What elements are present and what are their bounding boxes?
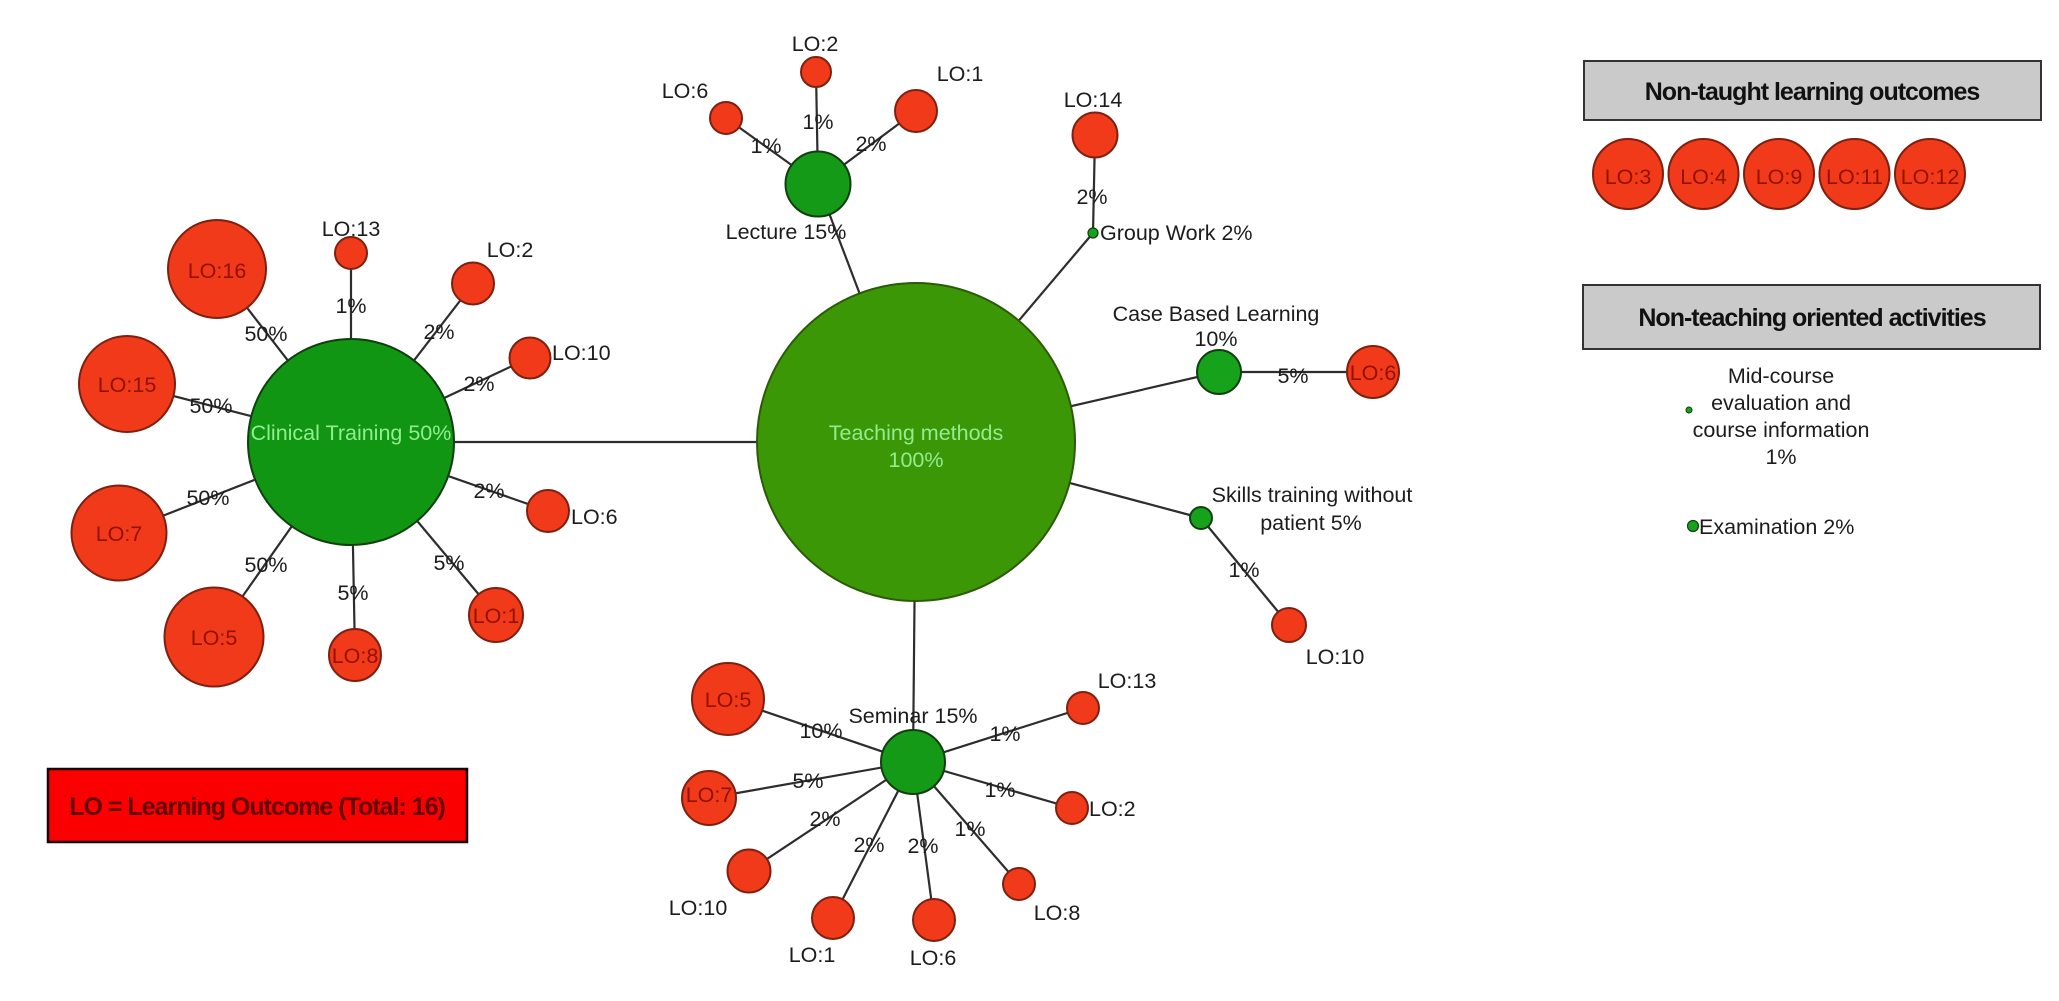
- svg-text:50%: 50%: [186, 486, 229, 510]
- svg-text:LO:4: LO:4: [1680, 165, 1727, 189]
- svg-text:LO:8: LO:8: [1034, 901, 1081, 925]
- svg-text:50%: 50%: [244, 322, 287, 346]
- svg-text:Non-taught learning outcomes: Non-taught learning outcomes: [1645, 78, 1980, 106]
- svg-text:LO:6: LO:6: [662, 79, 709, 103]
- svg-text:LO:5: LO:5: [705, 688, 752, 712]
- svg-text:2%: 2%: [473, 479, 504, 503]
- svg-text:5%: 5%: [337, 581, 368, 605]
- svg-text:LO:8: LO:8: [332, 644, 379, 668]
- svg-text:LO:13: LO:13: [322, 217, 381, 241]
- svg-text:2%: 2%: [809, 807, 840, 831]
- svg-text:1%: 1%: [984, 778, 1015, 802]
- svg-text:LO:14: LO:14: [1064, 88, 1123, 112]
- svg-text:LO:6: LO:6: [571, 505, 618, 529]
- svg-text:Clinical Training 50%: Clinical Training 50%: [251, 421, 452, 445]
- svg-text:Seminar 15%: Seminar 15%: [848, 704, 977, 728]
- svg-text:1%: 1%: [1228, 558, 1259, 582]
- svg-text:Teaching methods: Teaching methods: [829, 421, 1004, 445]
- svg-text:Skills training without: Skills training without: [1212, 483, 1413, 507]
- svg-text:2%: 2%: [853, 833, 884, 857]
- svg-text:2%: 2%: [463, 372, 494, 396]
- svg-text:LO:9: LO:9: [1756, 165, 1803, 189]
- svg-text:LO:6: LO:6: [1350, 361, 1397, 385]
- svg-text:LO:12: LO:12: [1901, 165, 1960, 189]
- svg-text:LO:2: LO:2: [792, 32, 839, 56]
- svg-text:10%: 10%: [799, 719, 842, 743]
- svg-text:LO:1: LO:1: [789, 943, 836, 967]
- svg-text:Group Work 2%: Group Work 2%: [1100, 221, 1253, 245]
- svg-text:LO:6: LO:6: [910, 946, 957, 970]
- svg-text:LO:7: LO:7: [686, 783, 733, 807]
- svg-text:LO:13: LO:13: [1098, 669, 1157, 693]
- svg-text:LO:10: LO:10: [1306, 645, 1365, 669]
- svg-text:Non-teaching oriented activiti: Non-teaching oriented activities: [1638, 304, 1985, 332]
- svg-text:5%: 5%: [433, 551, 464, 575]
- svg-text:2%: 2%: [855, 132, 886, 156]
- svg-text:course information: course information: [1693, 418, 1870, 442]
- svg-text:LO:10: LO:10: [552, 341, 611, 365]
- svg-text:LO:1: LO:1: [937, 62, 984, 86]
- svg-text:LO:10: LO:10: [669, 896, 728, 920]
- svg-text:LO = Learning Outcome (Total:: LO = Learning Outcome (Total: 16): [69, 793, 445, 821]
- svg-text:1%: 1%: [802, 110, 833, 134]
- svg-text:LO:5: LO:5: [191, 626, 238, 650]
- svg-text:patient 5%: patient 5%: [1260, 511, 1362, 535]
- svg-text:LO:7: LO:7: [96, 522, 143, 546]
- svg-text:LO:3: LO:3: [1605, 165, 1652, 189]
- svg-text:100%: 100%: [889, 448, 944, 472]
- svg-text:5%: 5%: [792, 769, 823, 793]
- svg-text:1%: 1%: [989, 722, 1020, 746]
- svg-text:50%: 50%: [189, 394, 232, 418]
- svg-text:2%: 2%: [1076, 185, 1107, 209]
- svg-text:1%: 1%: [1765, 445, 1796, 469]
- svg-text:LO:16: LO:16: [188, 259, 247, 283]
- svg-text:LO:2: LO:2: [1089, 797, 1136, 821]
- svg-text:1%: 1%: [335, 294, 366, 318]
- svg-text:1%: 1%: [954, 817, 985, 841]
- svg-text:10%: 10%: [1194, 327, 1237, 351]
- svg-text:2%: 2%: [907, 834, 938, 858]
- svg-text:evaluation and: evaluation and: [1711, 391, 1851, 415]
- svg-text:LO:2: LO:2: [487, 238, 534, 262]
- svg-text:Examination 2%: Examination 2%: [1699, 515, 1854, 539]
- svg-text:50%: 50%: [244, 553, 287, 577]
- svg-text:1%: 1%: [750, 134, 781, 158]
- svg-text:LO:1: LO:1: [473, 604, 520, 628]
- svg-text:Lecture 15%: Lecture 15%: [726, 220, 847, 244]
- svg-text:2%: 2%: [423, 320, 454, 344]
- svg-text:5%: 5%: [1277, 364, 1308, 388]
- svg-text:Case Based Learning: Case Based Learning: [1113, 302, 1320, 326]
- svg-text:Mid-course: Mid-course: [1728, 364, 1834, 388]
- svg-text:LO:11: LO:11: [1826, 165, 1883, 189]
- svg-text:LO:15: LO:15: [98, 373, 157, 397]
